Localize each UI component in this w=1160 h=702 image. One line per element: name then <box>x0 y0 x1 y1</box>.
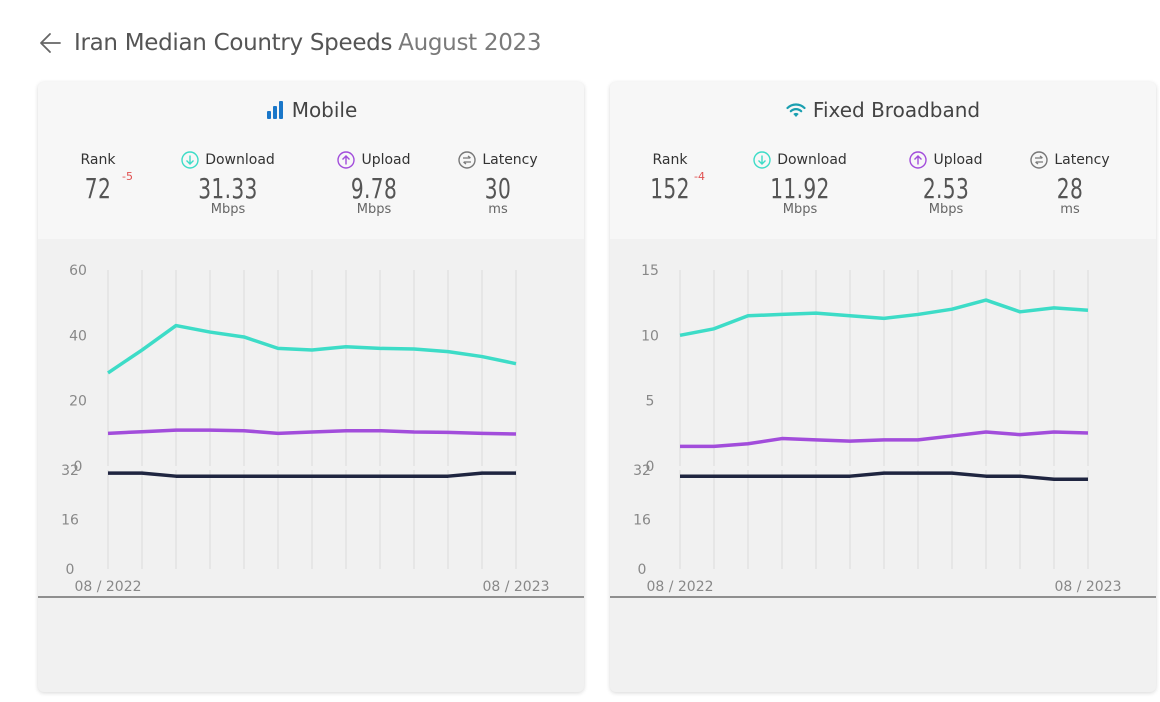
download-series-line <box>679 298 1089 338</box>
back-arrow-icon[interactable] <box>38 30 64 56</box>
broadband-latency: Latency 28 ms <box>1010 150 1130 217</box>
speed-ytick-label: 20 <box>69 394 87 410</box>
upload-value: 9.78 <box>350 172 398 205</box>
download-icon <box>181 151 199 169</box>
upload-label: Upload <box>361 152 411 168</box>
broadband-title-text: Fixed Broadband <box>812 98 981 122</box>
mobile-title-text: Mobile <box>291 98 358 122</box>
wifi-icon <box>786 103 806 117</box>
latency-series-line <box>108 471 516 478</box>
latency-unit: ms <box>1060 202 1080 217</box>
download-icon <box>753 151 771 169</box>
broadband-download: Download 11.92 Mbps <box>740 150 860 217</box>
xaxis-end-label: 08 / 2023 <box>1054 579 1121 595</box>
download-unit: Mbps <box>210 202 246 217</box>
xaxis-start-label: 08 / 2022 <box>646 579 713 595</box>
download-unit: Mbps <box>782 202 818 217</box>
broadband-upload: Upload 2.53 Mbps <box>886 150 1006 217</box>
page-title: Iran Median Country Speeds August 2023 <box>74 30 542 56</box>
xaxis-end-label: 08 / 2023 <box>482 579 549 595</box>
upload-icon <box>909 151 928 169</box>
xaxis-start-label: 08 / 2022 <box>74 579 141 595</box>
speed-ytick-label: 60 <box>69 263 87 279</box>
page-subtitle: August 2023 <box>398 30 542 56</box>
mobile-latency: Latency 30 ms <box>438 150 558 217</box>
download-series-line <box>107 323 517 375</box>
download-label: Download <box>205 152 275 168</box>
rank-value: 72 <box>84 172 112 205</box>
latency-ytick-label: 0 <box>638 562 647 578</box>
latency-ytick-label: 0 <box>66 562 75 578</box>
latency-ytick-label: 32 <box>61 463 79 479</box>
broadband-rank: Rank 152 <box>610 150 730 206</box>
mobile-upload: Upload 9.78 Mbps <box>314 150 434 217</box>
download-value: 31.33 <box>198 172 258 205</box>
speed-ytick-label: 0 <box>646 459 655 475</box>
upload-label: Upload <box>933 152 983 168</box>
mobile-rank: Rank 72 <box>38 150 158 206</box>
upload-unit: Mbps <box>356 202 392 217</box>
speed-ytick-label: 15 <box>641 263 659 279</box>
latency-value: 30 <box>484 172 512 205</box>
rank-value: 152 <box>650 172 690 205</box>
latency-ytick-label: 32 <box>633 463 651 479</box>
speed-ytick-label: 0 <box>74 459 83 475</box>
latency-ytick-label: 16 <box>633 513 651 529</box>
mobile-card: Mobile Rank 72 -5 Download 31.33 Mbps Up… <box>38 82 584 692</box>
upload-series-line <box>680 430 1089 449</box>
speed-ytick-label: 40 <box>69 328 87 344</box>
download-label: Download <box>777 152 847 168</box>
latency-label: Latency <box>482 152 538 168</box>
broadband-card-title: Fixed Broadband <box>610 98 1156 122</box>
latency-label: Latency <box>1054 152 1110 168</box>
rank-change: -4 <box>694 170 705 183</box>
upload-series-line <box>107 428 517 436</box>
latency-unit: ms <box>488 202 508 217</box>
latency-icon <box>458 151 477 169</box>
upload-value: 2.53 <box>922 172 970 205</box>
speed-ytick-label: 5 <box>646 394 655 410</box>
mobile-download: Download 31.33 Mbps <box>168 150 288 217</box>
page-title-text: Iran Median Country Speeds <box>74 30 393 56</box>
page-header: Iran Median Country Speeds August 2023 <box>38 26 542 60</box>
latency-value: 28 <box>1056 172 1084 205</box>
latency-icon <box>1030 151 1049 169</box>
mobile-card-title: Mobile <box>38 98 584 122</box>
download-value: 11.92 <box>770 172 830 205</box>
upload-icon <box>337 151 356 169</box>
broadband-summary: Fixed Broadband Rank 152 -4 Download 11.… <box>610 82 1156 239</box>
broadband-card: Fixed Broadband Rank 152 -4 Download 11.… <box>610 82 1156 692</box>
mobile-signal-icon <box>266 101 283 119</box>
mobile-summary: Mobile Rank 72 -5 Download 31.33 Mbps Up… <box>38 82 584 239</box>
latency-ytick-label: 16 <box>61 513 79 529</box>
rank-label: Rank <box>80 152 116 168</box>
rank-change: -5 <box>122 170 133 183</box>
speed-ytick-label: 10 <box>641 328 659 344</box>
latency-series-line <box>680 471 1088 482</box>
upload-unit: Mbps <box>928 202 964 217</box>
rank-label: Rank <box>652 152 688 168</box>
